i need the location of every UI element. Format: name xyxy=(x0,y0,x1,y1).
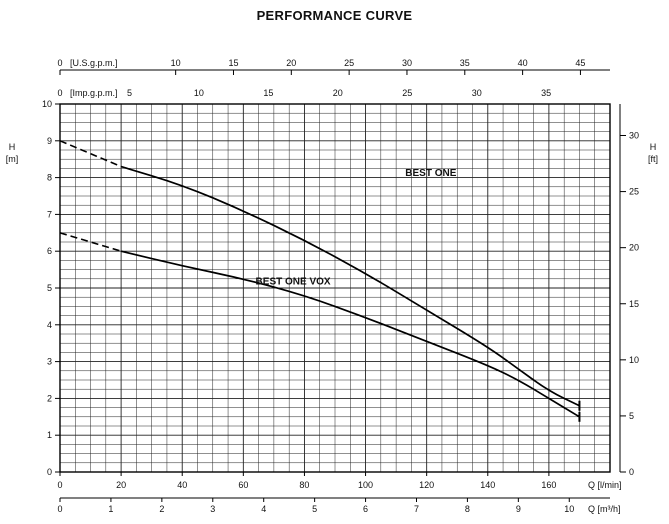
y-tick-label: 6 xyxy=(47,246,52,256)
imp-gpm-tick-label: 25 xyxy=(402,88,412,98)
grid xyxy=(59,103,611,473)
curve-dashed-segment xyxy=(59,140,122,168)
m3h-tick-label: 1 xyxy=(108,504,113,514)
ft-tick-label: 10 xyxy=(629,355,639,365)
series-label: BEST ONE VOX xyxy=(256,276,331,287)
m3h-tick-label: 6 xyxy=(363,504,368,514)
m3h-tick-label: 5 xyxy=(312,504,317,514)
imp-gpm-tick-label: 30 xyxy=(472,88,482,98)
y-tick-label: 8 xyxy=(47,173,52,183)
us-gpm-tick-label: 20 xyxy=(286,58,296,68)
us-gpm-tick-label: 30 xyxy=(402,58,412,68)
x-tick-label: 40 xyxy=(177,480,187,490)
y-tick-label: 4 xyxy=(47,320,52,330)
ft-tick-label: 5 xyxy=(629,411,634,421)
m3h-tick-label: 8 xyxy=(465,504,470,514)
y-tick-label: 10 xyxy=(42,99,52,109)
x-tick-label: 80 xyxy=(299,480,309,490)
m3h-tick-label: 2 xyxy=(159,504,164,514)
imp-gpm-tick-label: 15 xyxy=(263,88,273,98)
y-tick-label: 0 xyxy=(47,467,52,477)
left-axis: 0 1 2 3 4 5 6 7 8 9 10 H [m] xyxy=(6,99,60,477)
x-tick-label: 0 xyxy=(57,480,62,490)
m3h-tick-label: 4 xyxy=(261,504,266,514)
imp-gpm-tick-label: 5 xyxy=(127,88,132,98)
ft-tick-label: 25 xyxy=(629,187,639,197)
x-tick-label: 140 xyxy=(480,480,495,490)
us-gpm-tick-label: 25 xyxy=(344,58,354,68)
ft-tick-label: 15 xyxy=(629,299,639,309)
us-gpm-tick-label: 15 xyxy=(228,58,238,68)
us-gpm-axis-label: [U.S.g.p.m.] xyxy=(70,58,118,68)
imp-gpm-tick-label: 0 xyxy=(57,88,62,98)
bottom-axes: 0 20 40 60 80 100 120 140 160 Q [l/min] 0 1 2 3 4 5 6 7 8 9… xyxy=(57,472,622,514)
us-gpm-tick-label: 40 xyxy=(518,58,528,68)
x-tick-label: 120 xyxy=(419,480,434,490)
x-tick-label: 20 xyxy=(116,480,126,490)
y-tick-label: 9 xyxy=(47,136,52,146)
chart-title: PERFORMANCE CURVE xyxy=(256,8,413,23)
series-label: BEST ONE xyxy=(405,168,456,179)
y-axis-label: H xyxy=(9,142,16,152)
y-axis-unit: [m] xyxy=(6,154,19,164)
curve-best-one xyxy=(120,165,580,407)
top-axes: 0 10 15 20 25 30 35 40 45 [U.S.g.p.m.] 0 5 10 15 20 25 3… xyxy=(57,58,610,98)
x-tick-label: 100 xyxy=(358,480,373,490)
m3h-tick-label: 10 xyxy=(564,504,574,514)
m3h-tick-label: 0 xyxy=(57,504,62,514)
ft-axis-unit: [ft] xyxy=(648,154,658,164)
ft-tick-label: 30 xyxy=(629,131,639,141)
ft-tick-label: 0 xyxy=(629,467,634,477)
ft-axis-label: H xyxy=(650,142,657,152)
ft-tick-label: 20 xyxy=(629,243,639,253)
x-axis-label: Q [l/min] xyxy=(588,480,622,490)
right-axis: 0 5 10 15 20 25 30 H [ft] xyxy=(619,104,658,477)
imp-gpm-tick-label: 35 xyxy=(541,88,551,98)
imp-gpm-axis-label: [Imp.g.p.m.] xyxy=(70,88,118,98)
us-gpm-tick-label: 10 xyxy=(171,58,181,68)
us-gpm-tick-label: 35 xyxy=(460,58,470,68)
imp-gpm-tick-label: 10 xyxy=(194,88,204,98)
curves: BEST ONE BEST ONE VOX xyxy=(59,140,581,422)
m3h-axis-label: Q [m³/h] xyxy=(588,504,621,514)
curve-best-one-vox xyxy=(120,250,580,418)
y-tick-label: 2 xyxy=(47,393,52,403)
x-tick-label: 160 xyxy=(541,480,556,490)
imp-gpm-tick-label: 20 xyxy=(333,88,343,98)
x-tick-label: 60 xyxy=(238,480,248,490)
us-gpm-tick-label: 45 xyxy=(575,58,585,68)
m3h-tick-label: 9 xyxy=(516,504,521,514)
us-gpm-tick-label: 0 xyxy=(57,58,62,68)
y-tick-label: 5 xyxy=(47,283,52,293)
m3h-tick-label: 3 xyxy=(210,504,215,514)
y-tick-label: 3 xyxy=(47,357,52,367)
m3h-tick-label: 7 xyxy=(414,504,419,514)
y-tick-label: 1 xyxy=(47,430,52,440)
y-tick-label: 7 xyxy=(47,209,52,219)
